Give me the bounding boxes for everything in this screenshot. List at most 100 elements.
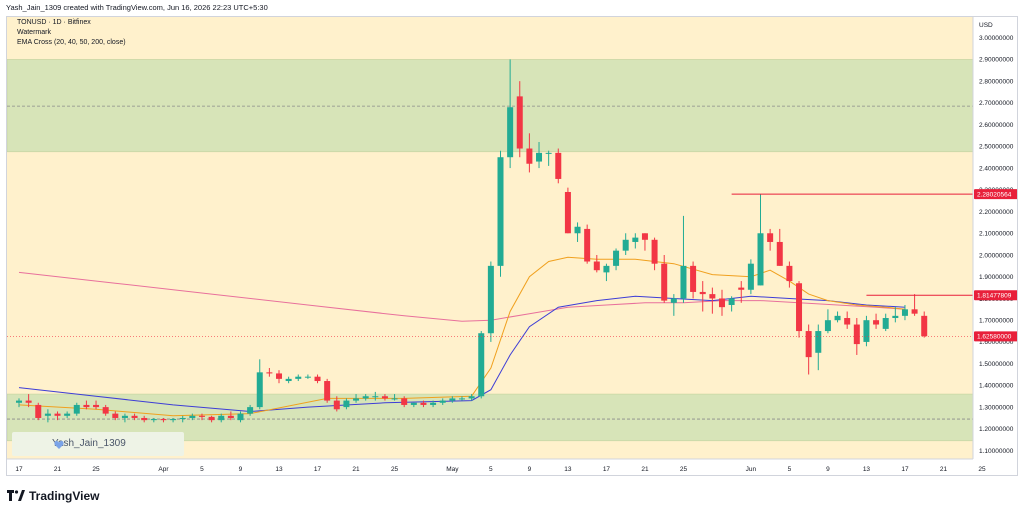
y-tick-label: 3.00000000 xyxy=(979,35,1014,42)
candle-body xyxy=(478,333,485,397)
candle-body xyxy=(73,404,80,414)
candle-body xyxy=(343,400,350,408)
x-tick-label: 5 xyxy=(200,466,204,473)
x-tick-label: 13 xyxy=(564,466,572,473)
candle-body xyxy=(353,398,360,401)
candle-body xyxy=(304,376,311,378)
x-tick-label: 5 xyxy=(489,466,493,473)
candle-body xyxy=(285,378,292,382)
candle-body xyxy=(699,291,706,295)
legend-watermark[interactable]: Watermark xyxy=(17,29,51,36)
ema-short-line xyxy=(18,256,906,417)
candle-body xyxy=(25,400,32,403)
candle-body xyxy=(430,402,437,405)
x-tick-label: 17 xyxy=(15,466,23,473)
candle-body xyxy=(112,413,119,418)
y-tick-label: 2.10000000 xyxy=(979,231,1014,238)
legend-symbol[interactable]: TONUSD · 1D · Bitfinex xyxy=(17,19,91,26)
y-tick-label: 2.40000000 xyxy=(979,165,1014,172)
y-tick-label: 1.10000000 xyxy=(979,448,1014,455)
candle-body xyxy=(709,294,716,299)
candle-body xyxy=(150,419,157,421)
candle-body xyxy=(468,396,475,399)
candle-body xyxy=(295,376,302,379)
candle-body xyxy=(198,415,205,417)
candle-body xyxy=(834,315,841,321)
candle-body xyxy=(237,413,244,421)
price-tag[interactable] xyxy=(974,189,1017,200)
candle-body xyxy=(545,152,552,154)
x-tick-label: 25 xyxy=(391,466,399,473)
candle-body xyxy=(882,318,889,329)
candle-body xyxy=(64,413,71,416)
candle-body xyxy=(536,152,543,162)
y-tick-label: 1.20000000 xyxy=(979,426,1014,433)
candle-body xyxy=(738,287,745,290)
y-tick-label: 2.70000000 xyxy=(979,100,1014,107)
candle-body xyxy=(921,315,928,337)
candle-body xyxy=(276,373,283,379)
x-tick-label: 5 xyxy=(788,466,792,473)
candle-body xyxy=(747,263,754,290)
candle-body xyxy=(796,283,803,332)
candle-body xyxy=(873,320,880,325)
candle-body xyxy=(507,107,514,158)
candle-body xyxy=(680,265,687,299)
candle-body xyxy=(381,396,388,399)
x-tick-label: 9 xyxy=(826,466,830,473)
candle-body xyxy=(391,398,398,400)
y-tick-label: 1.30000000 xyxy=(979,404,1014,411)
candle-body xyxy=(786,265,793,282)
candle-body xyxy=(458,398,465,400)
price-tag-label: 1.62580000 xyxy=(977,334,1012,341)
candle-body xyxy=(401,398,408,405)
x-tick-label: 9 xyxy=(239,466,243,473)
candle-body xyxy=(410,402,417,405)
y-tick-label: 2.60000000 xyxy=(979,122,1014,129)
x-tick-label: 17 xyxy=(603,466,611,473)
x-tick-label: 25 xyxy=(92,466,100,473)
y-tick-label: 2.50000000 xyxy=(979,144,1014,151)
candle-body xyxy=(372,396,379,398)
price-tag[interactable] xyxy=(974,331,1017,342)
x-tick-label: 21 xyxy=(54,466,62,473)
candle-body xyxy=(584,228,591,262)
y-tick-label: 2.20000000 xyxy=(979,209,1014,216)
candle-body xyxy=(227,415,234,418)
watermark-text: Yash_Jain_1309 xyxy=(52,438,126,449)
x-tick-label: 21 xyxy=(352,466,360,473)
candle-body xyxy=(83,404,90,408)
y-tick-label: 1.70000000 xyxy=(979,317,1014,324)
x-tick-label: 21 xyxy=(641,466,649,473)
candle-body xyxy=(439,400,446,403)
candle-body xyxy=(256,372,263,408)
zone-rectangle-0[interactable] xyxy=(7,59,974,153)
candle-body xyxy=(54,413,61,416)
candlestick-chart[interactable]: USD 3.00000000 2.90000000 2.80000000 2.70000… xyxy=(7,17,1017,475)
x-tick-label: 9 xyxy=(528,466,532,473)
price-tag[interactable] xyxy=(974,290,1017,301)
y-tick-label: 2.90000000 xyxy=(979,57,1014,64)
x-tick-label: Apr xyxy=(158,466,169,473)
candle-body xyxy=(362,396,369,399)
candle-body xyxy=(564,191,571,234)
candle-body xyxy=(622,239,629,251)
candle-body xyxy=(131,415,138,418)
candle-body xyxy=(901,309,908,316)
candle-body xyxy=(757,233,764,286)
price-tag-label: 2.28020564 xyxy=(977,191,1012,198)
candle-body xyxy=(632,237,639,242)
candle-body xyxy=(613,250,620,266)
y-tick-label: 1.40000000 xyxy=(979,383,1014,390)
legend-indicator[interactable]: EMA Cross (20, 40, 50, 200, close) xyxy=(17,39,126,46)
candle-body xyxy=(102,407,109,414)
candle-body xyxy=(333,400,340,410)
candle-body xyxy=(189,415,196,418)
chart-panel[interactable]: USD 3.00000000 2.90000000 2.80000000 2.70000… xyxy=(6,16,1018,476)
x-tick-label: Jun xyxy=(746,466,757,473)
y-tick-label: 1.60000000 xyxy=(979,339,1014,346)
tradingview-logo[interactable]: TradingView xyxy=(7,486,99,506)
candle-body xyxy=(44,413,51,416)
candle-body xyxy=(497,157,504,266)
candle-body xyxy=(651,239,658,264)
